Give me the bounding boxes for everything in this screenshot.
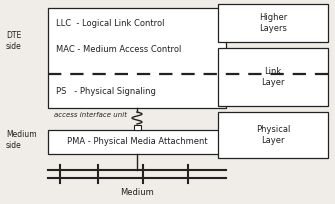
Bar [48, 130, 226, 154]
Text: PMA - Physical Media Attachment: PMA - Physical Media Attachment [67, 137, 207, 146]
Text: Link
Layer: Link Layer [261, 67, 285, 87]
Text: access interface unit: access interface unit [54, 112, 127, 118]
Text: DTE
side: DTE side [6, 31, 22, 51]
Bar [48, 8, 226, 108]
Text: Higher
Layers: Higher Layers [259, 13, 287, 33]
Text: Medium: Medium [120, 188, 154, 197]
Bar [218, 112, 328, 158]
Text: LLC  - Logical Link Control: LLC - Logical Link Control [56, 20, 164, 29]
Text: Physical
Layer: Physical Layer [256, 125, 290, 145]
Bar [218, 4, 328, 42]
Bar [134, 125, 140, 130]
Text: Medium
side: Medium side [6, 130, 37, 150]
Text: PS   - Physical Signaling: PS - Physical Signaling [56, 88, 156, 96]
Bar [218, 48, 328, 106]
Text: MAC - Medium Access Control: MAC - Medium Access Control [56, 45, 181, 54]
